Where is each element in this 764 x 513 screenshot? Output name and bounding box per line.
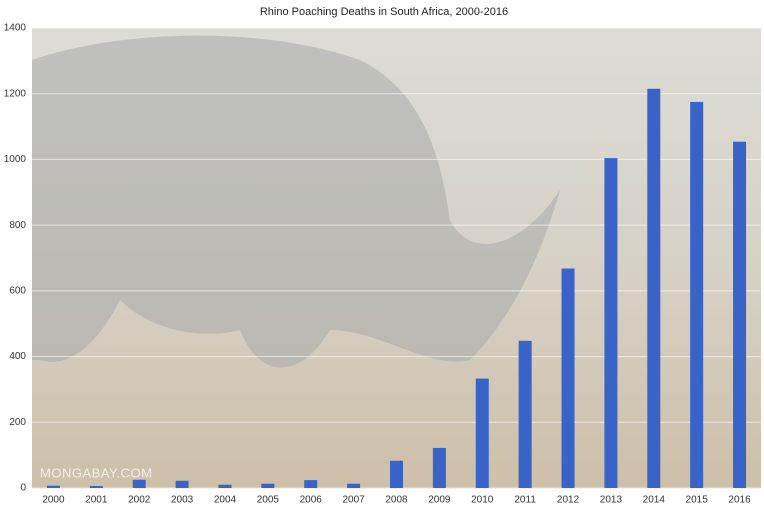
x-tick-label: 2004 (214, 495, 237, 506)
y-tick-label: 1000 (4, 154, 27, 165)
bar (390, 460, 403, 488)
bar (518, 340, 532, 488)
bar (304, 480, 318, 488)
background-figure (32, 35, 560, 368)
bar (175, 480, 189, 488)
bar (347, 483, 361, 488)
bar (690, 101, 704, 488)
bar (475, 378, 489, 488)
bar (132, 479, 146, 488)
watermark: MONGABAY.COM (40, 465, 152, 480)
x-tick-label: 2009 (428, 495, 451, 506)
y-tick-label: 1400 (4, 23, 27, 34)
bar (432, 447, 446, 488)
y-tick-label: 800 (9, 220, 26, 231)
y-tick-label: 1200 (4, 88, 27, 99)
chart-title: Rhino Poaching Deaths in South Africa, 2… (260, 6, 508, 18)
x-tick-label: 2002 (128, 495, 151, 506)
x-tick-label: 2011 (514, 495, 536, 506)
y-tick-label: 0 (20, 483, 26, 494)
bar (89, 486, 103, 488)
bar (647, 88, 661, 489)
bar (604, 158, 618, 488)
x-tick-label: 2008 (385, 495, 408, 506)
x-tick-label: 2007 (342, 495, 365, 506)
bar (218, 484, 232, 488)
x-tick-label: 2006 (300, 495, 323, 506)
x-tick-label: 2014 (643, 495, 666, 506)
bar (261, 483, 275, 488)
y-tick-label: 200 (9, 417, 26, 428)
x-tick-label: 2010 (471, 495, 494, 506)
y-tick-label: 600 (9, 285, 26, 296)
x-tick-label: 2015 (686, 495, 709, 506)
bar (46, 485, 60, 488)
bar (561, 268, 575, 488)
x-tick-label: 2000 (42, 495, 65, 506)
x-tick-label: 2012 (557, 495, 580, 506)
y-tick-label: 400 (9, 351, 26, 362)
x-tick-label: 2003 (171, 495, 194, 506)
x-tick-label: 2001 (85, 495, 108, 506)
x-tick-label: 2016 (728, 495, 751, 506)
x-tick-label: 2013 (600, 495, 623, 506)
bar (733, 141, 747, 488)
x-tick-label: 2005 (257, 495, 280, 506)
